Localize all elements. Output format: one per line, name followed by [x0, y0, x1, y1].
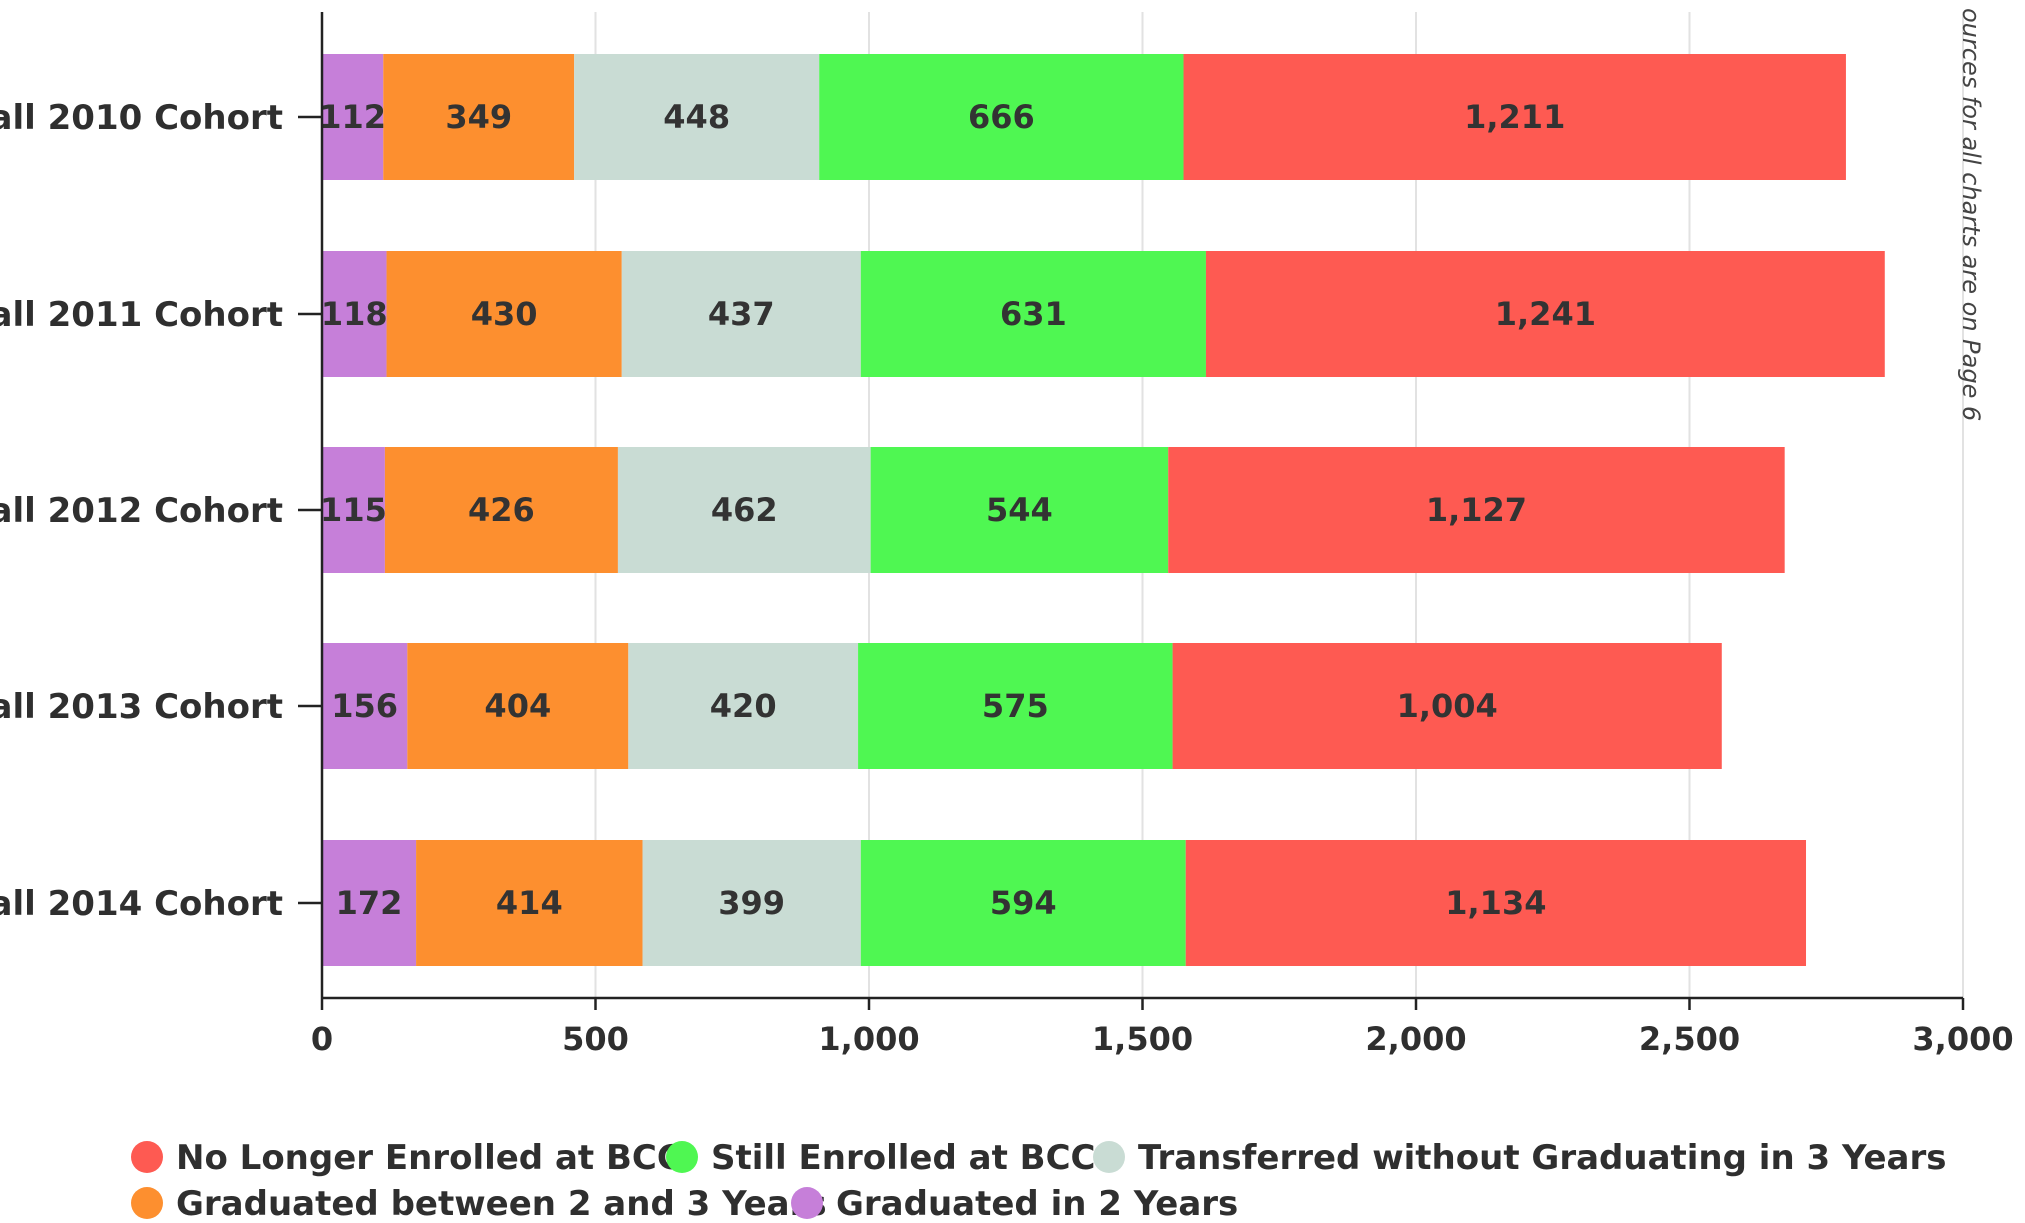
data-label: 420 — [710, 687, 777, 725]
data-label: 426 — [468, 491, 535, 529]
bar-segment — [860, 251, 1206, 377]
legend-swatch — [791, 1187, 823, 1219]
data-label: 404 — [484, 687, 551, 725]
data-label: 1,211 — [1464, 98, 1565, 136]
category-label: Fall 2010 Cohort — [0, 98, 283, 138]
bar-segment — [860, 840, 1186, 966]
legend: No Longer Enrolled at BCC Still Enrolled … — [131, 1138, 1947, 1223]
value-labels: 112 349 448 666 1,211 118 430 437 631 1,241 115 426… — [319, 98, 1596, 922]
data-label: 544 — [986, 491, 1053, 529]
data-label: 172 — [336, 884, 403, 922]
x-tick-label: 0 — [311, 1020, 333, 1058]
bar-segment — [322, 447, 385, 573]
data-label: 399 — [718, 884, 785, 922]
legend-swatch — [1093, 1141, 1125, 1173]
bar-segment — [383, 54, 575, 180]
x-tick-label: 2,000 — [1365, 1020, 1466, 1058]
data-label: 349 — [445, 98, 512, 136]
data-label: 462 — [711, 491, 778, 529]
bar-segment — [642, 840, 861, 966]
legend-label: Transferred without Graduating in 3 Year… — [1138, 1138, 1947, 1178]
legend-label: Graduated between 2 and 3 Years — [176, 1184, 827, 1223]
data-label: 437 — [708, 295, 775, 333]
bar-segment — [617, 447, 871, 573]
bar-segment — [407, 643, 629, 769]
bar-segments — [322, 54, 1885, 966]
legend-swatch — [131, 1141, 163, 1173]
data-label: 1,127 — [1426, 491, 1527, 529]
category-label: Fall 2012 Cohort — [0, 491, 283, 531]
bar-segment — [1183, 54, 1846, 180]
x-tick-label: 1,000 — [818, 1020, 919, 1058]
bar-segment — [628, 643, 859, 769]
x-tick-label: 1,500 — [1092, 1020, 1193, 1058]
bar-segment — [621, 251, 861, 377]
bar-segment — [1205, 251, 1885, 377]
legend-label: Graduated in 2 Years — [836, 1184, 1238, 1223]
legend-swatch — [666, 1141, 698, 1173]
data-label: 1,241 — [1495, 295, 1596, 333]
bar-segment — [1168, 447, 1785, 573]
data-label: 156 — [331, 687, 398, 725]
data-label: 112 — [319, 98, 386, 136]
data-label: 1,134 — [1445, 884, 1546, 922]
data-label: 115 — [320, 491, 387, 529]
bar-segment — [322, 643, 408, 769]
bar-segment — [322, 54, 384, 180]
bar-segment — [870, 447, 1169, 573]
x-tick-label: 2,500 — [1639, 1020, 1740, 1058]
bar-segment — [858, 643, 1173, 769]
data-label: 118 — [321, 295, 388, 333]
data-label: 575 — [982, 687, 1049, 725]
category-label: Fall 2013 Cohort — [0, 687, 283, 727]
bar-segment — [574, 54, 820, 180]
x-tick-label: 3,000 — [1912, 1020, 2013, 1058]
bar-segment — [819, 54, 1184, 180]
bar-segment — [1185, 840, 1807, 966]
legend-swatch — [131, 1187, 163, 1219]
legend-label: No Longer Enrolled at BCC — [176, 1138, 682, 1178]
data-label: 594 — [990, 884, 1057, 922]
sources-note: ources for all charts are on Page 6 — [1957, 8, 1985, 421]
data-label: 631 — [1000, 295, 1067, 333]
axes: Fall 2010 Cohort Fall 2011 Cohort Fall 201… — [0, 12, 2014, 1058]
category-label: Fall 2011 Cohort — [0, 295, 283, 335]
data-label: 414 — [496, 884, 563, 922]
bar-segment — [416, 840, 643, 966]
x-tick-label: 500 — [562, 1020, 629, 1058]
bar-segment — [386, 251, 622, 377]
data-label: 666 — [968, 98, 1035, 136]
data-label: 1,004 — [1397, 687, 1498, 725]
data-label: 430 — [471, 295, 538, 333]
data-label: 448 — [663, 98, 730, 136]
category-label: Fall 2014 Cohort — [0, 884, 283, 924]
legend-label: Still Enrolled at BCC — [711, 1138, 1096, 1178]
bar-segment — [322, 840, 417, 966]
bar-segment — [384, 447, 618, 573]
bar-segment — [322, 251, 387, 377]
bar-segment — [1172, 643, 1722, 769]
